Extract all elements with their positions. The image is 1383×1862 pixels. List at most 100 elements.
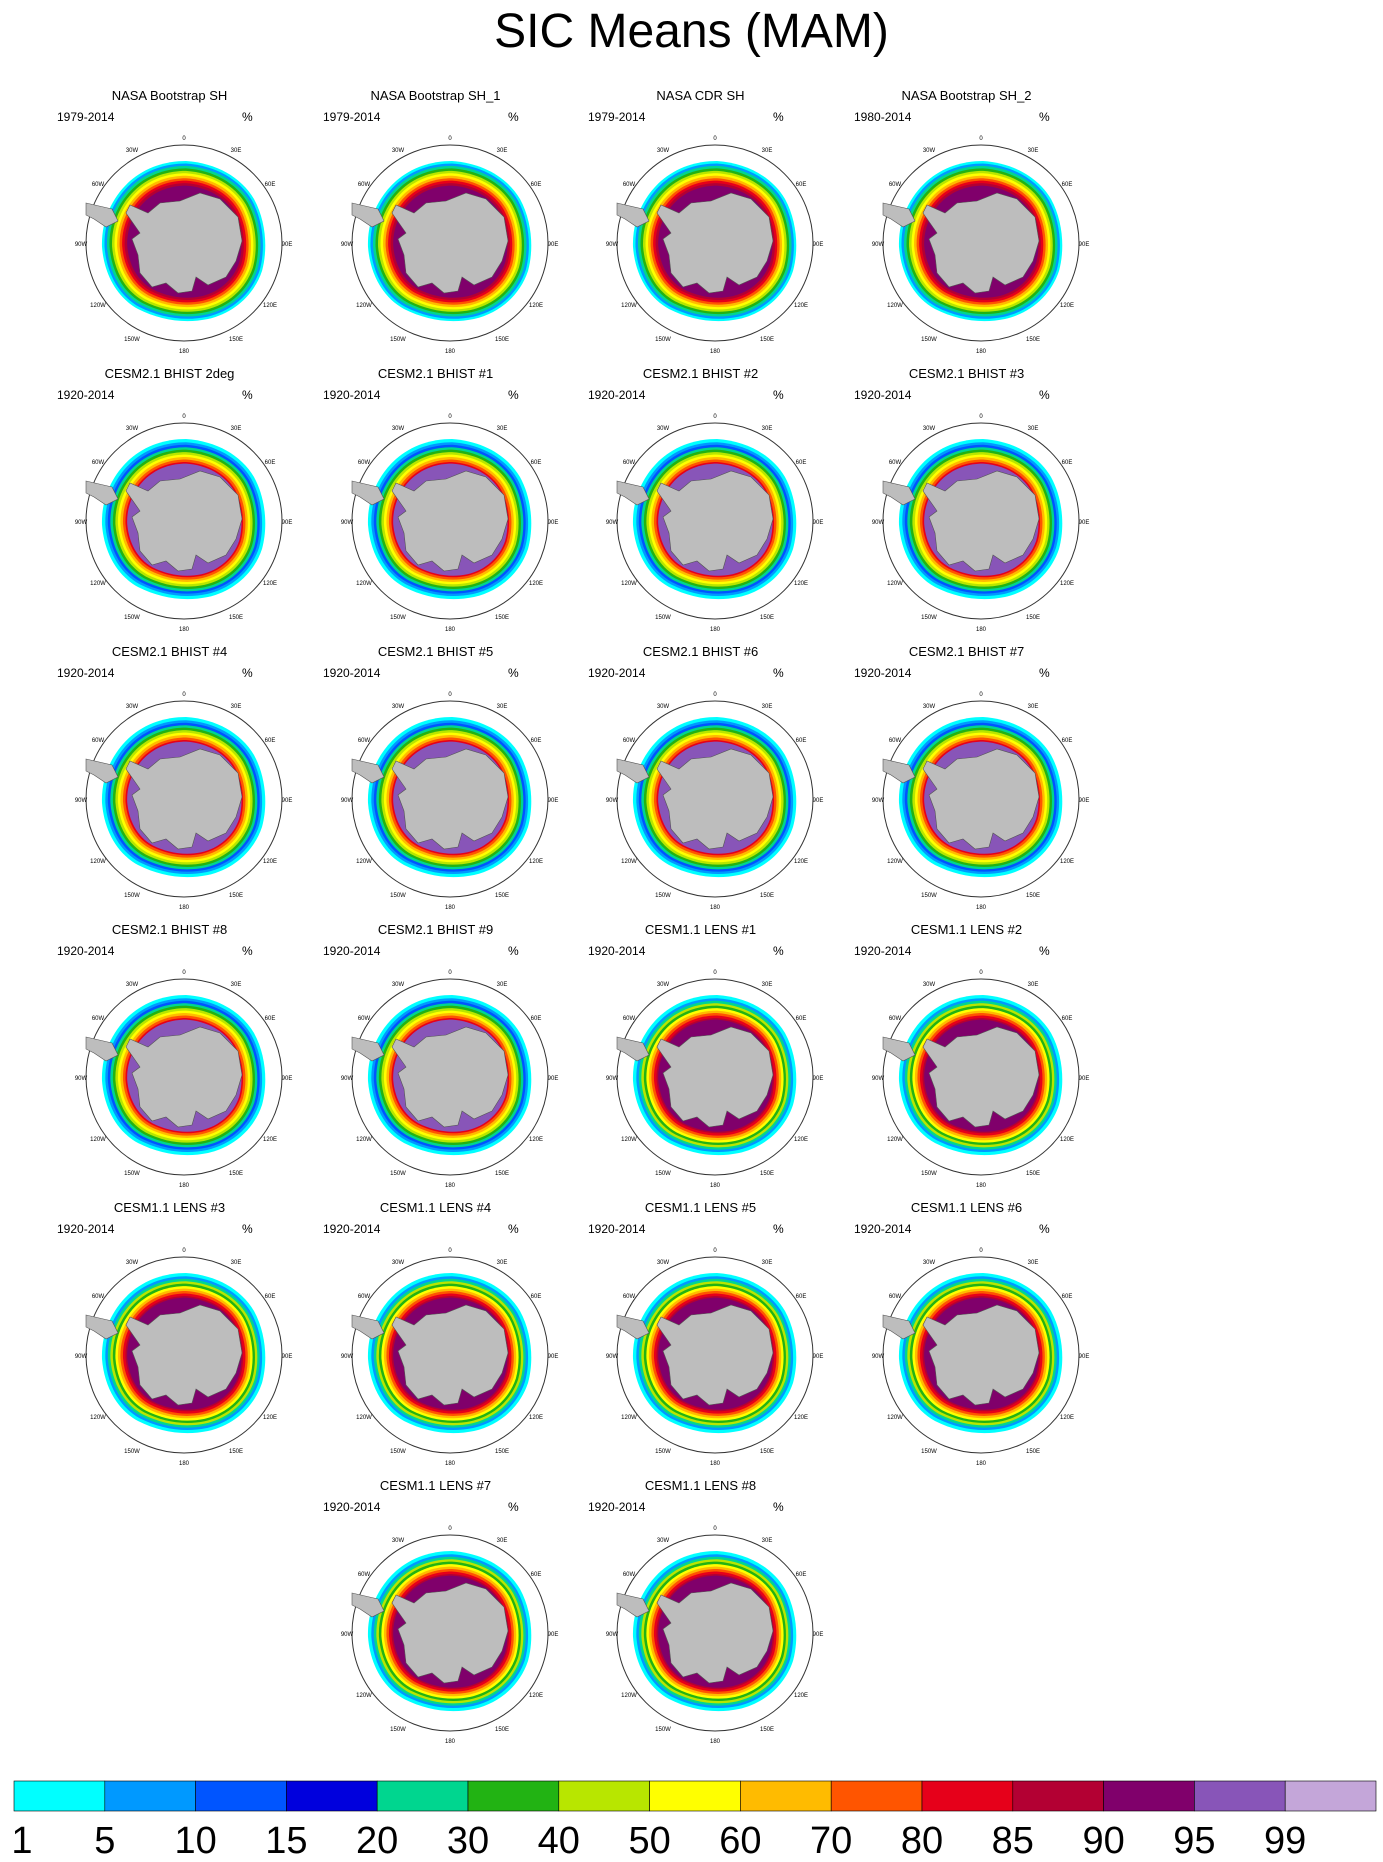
longitude-label: 30E bbox=[1028, 148, 1039, 154]
colorbar-level-label: 80 bbox=[900, 1820, 944, 1862]
south-america-landmass bbox=[616, 202, 650, 228]
panel-title: CESM2.1 BHIST 2deg bbox=[104, 366, 235, 381]
panel-units: % bbox=[242, 388, 253, 402]
sea-ice-field bbox=[632, 1273, 797, 1434]
panel-years: 1920-2014 bbox=[588, 944, 646, 958]
antarctica-landmass bbox=[656, 748, 774, 850]
longitude-label: 180 bbox=[710, 1739, 721, 1745]
panel-title: CESM2.1 BHIST #3 bbox=[908, 366, 1025, 381]
longitude-label: 60W bbox=[623, 182, 636, 188]
polar-map: 0 180 90W 90E 30W 60W 30E 60E 120W 150W 120E 150E bbox=[872, 970, 1090, 1189]
longitude-label: 60E bbox=[265, 738, 276, 744]
sea-ice-field bbox=[367, 1273, 532, 1434]
longitude-label: 30E bbox=[762, 704, 773, 710]
longitude-label: 120E bbox=[529, 581, 543, 587]
panel-units: % bbox=[1039, 388, 1050, 402]
panel-years: 1920-2014 bbox=[588, 388, 646, 402]
panel-title: CESM2.1 BHIST #7 bbox=[908, 644, 1025, 659]
colorbar-level-label: 10 bbox=[174, 1820, 217, 1862]
longitude-label: 60W bbox=[92, 182, 105, 188]
south-america-landmass bbox=[351, 1036, 385, 1062]
antarctica-landmass bbox=[656, 192, 774, 294]
longitude-label: 180 bbox=[179, 349, 190, 355]
longitude-label: 30E bbox=[497, 1538, 508, 1544]
longitude-label: 30E bbox=[497, 426, 508, 432]
colorbar-level-label: 60 bbox=[719, 1820, 762, 1862]
longitude-label: 60E bbox=[531, 1572, 542, 1578]
map-panel: CESM2.1 BHIST #1 1920-2014% 0 180 90W 90E 30W 6… bbox=[303, 366, 568, 644]
longitude-label: 90E bbox=[813, 242, 824, 248]
longitude-label: 120E bbox=[529, 1693, 543, 1699]
longitude-label: 0 bbox=[182, 692, 186, 698]
longitude-label: 30E bbox=[231, 982, 242, 988]
longitude-label: 90W bbox=[341, 520, 354, 526]
map-panel: CESM1.1 LENS #2 1920-2014% 0 180 90W 90E 30W 60… bbox=[834, 922, 1099, 1200]
longitude-label: 30E bbox=[762, 982, 773, 988]
south-america-landmass bbox=[616, 1036, 650, 1062]
panel-title: CESM1.1 LENS #4 bbox=[379, 1200, 492, 1215]
south-america-landmass bbox=[85, 758, 119, 784]
longitude-label: 60E bbox=[531, 738, 542, 744]
longitude-label: 90E bbox=[813, 1632, 824, 1638]
map-panel: CESM2.1 BHIST #5 1920-2014% 0 180 90W 90E 30W 6… bbox=[303, 644, 568, 922]
polar-map: 0 180 90W 90E 30W 60W 30E 60E 120W 150W 120E 150E bbox=[75, 414, 293, 633]
antarctica-landmass bbox=[125, 748, 243, 850]
south-america-landmass bbox=[882, 1314, 916, 1340]
longitude-label: 60W bbox=[623, 460, 636, 466]
longitude-label: 90E bbox=[813, 1354, 824, 1360]
longitude-label: 180 bbox=[710, 627, 721, 633]
longitude-label: 150E bbox=[495, 615, 509, 621]
longitude-label: 0 bbox=[713, 414, 717, 420]
panel-years: 1920-2014 bbox=[323, 944, 381, 958]
colorbar-swatch bbox=[1103, 1780, 1195, 1812]
colorbar-level-label: 99 bbox=[1264, 1820, 1307, 1862]
panel-units: % bbox=[242, 110, 253, 124]
map-panel: NASA Bootstrap SH_2 1980-2014% 0 180 90W 90E 3… bbox=[834, 88, 1099, 366]
longitude-label: 120W bbox=[621, 303, 637, 309]
figure-title: SIC Means (MAM) bbox=[494, 5, 889, 58]
longitude-label: 30E bbox=[231, 704, 242, 710]
longitude-label: 0 bbox=[448, 1526, 452, 1532]
longitude-label: 0 bbox=[979, 136, 983, 142]
longitude-label: 90E bbox=[813, 1076, 824, 1082]
panel-title: CESM2.1 BHIST #9 bbox=[377, 922, 494, 937]
longitude-label: 30W bbox=[657, 1538, 670, 1544]
colorbar-level-label: 90 bbox=[1082, 1820, 1125, 1862]
panel-title: CESM1.1 LENS #7 bbox=[379, 1478, 492, 1493]
longitude-label: 120W bbox=[356, 581, 372, 587]
antarctica-landmass bbox=[125, 192, 243, 294]
antarctica-landmass bbox=[656, 1304, 774, 1406]
longitude-label: 60W bbox=[358, 1016, 371, 1022]
south-america-landmass bbox=[882, 758, 916, 784]
longitude-label: 150W bbox=[655, 1727, 671, 1733]
longitude-label: 30W bbox=[126, 982, 139, 988]
longitude-label: 60W bbox=[92, 1016, 105, 1022]
panel-years: 1920-2014 bbox=[588, 1500, 646, 1514]
longitude-label: 150W bbox=[921, 1171, 937, 1177]
longitude-label: 0 bbox=[979, 1248, 983, 1254]
longitude-label: 120W bbox=[90, 303, 106, 309]
polar-map: 0 180 90W 90E 30W 60W 30E 60E 120W 150W 120E 150E bbox=[606, 1526, 824, 1745]
panel-units: % bbox=[773, 666, 784, 680]
panel-units: % bbox=[242, 666, 253, 680]
map-panel: NASA Bootstrap SH_1 1979-2014% 0 180 90W 90E 3… bbox=[303, 88, 568, 366]
map-panel: CESM1.1 LENS #1 1920-2014% 0 180 90W 90E 30W 60… bbox=[568, 922, 833, 1200]
longitude-label: 150E bbox=[495, 1171, 509, 1177]
longitude-label: 30W bbox=[657, 1260, 670, 1266]
polar-map: 0 180 90W 90E 30W 60W 30E 60E 120W 150W 120E 150E bbox=[75, 136, 293, 355]
longitude-label: 60W bbox=[92, 1294, 105, 1300]
south-america-landmass bbox=[85, 1036, 119, 1062]
longitude-label: 180 bbox=[445, 1183, 456, 1189]
longitude-label: 60W bbox=[889, 1294, 902, 1300]
longitude-label: 90W bbox=[341, 1076, 354, 1082]
longitude-label: 150W bbox=[655, 1449, 671, 1455]
antarctica-landmass bbox=[656, 1582, 774, 1684]
longitude-label: 120E bbox=[1060, 581, 1074, 587]
longitude-label: 90W bbox=[606, 798, 619, 804]
longitude-label: 90E bbox=[548, 1076, 559, 1082]
sea-ice-field bbox=[367, 995, 532, 1156]
longitude-label: 60W bbox=[358, 738, 371, 744]
longitude-label: 120W bbox=[356, 303, 372, 309]
longitude-label: 90W bbox=[872, 520, 885, 526]
longitude-label: 30E bbox=[1028, 982, 1039, 988]
